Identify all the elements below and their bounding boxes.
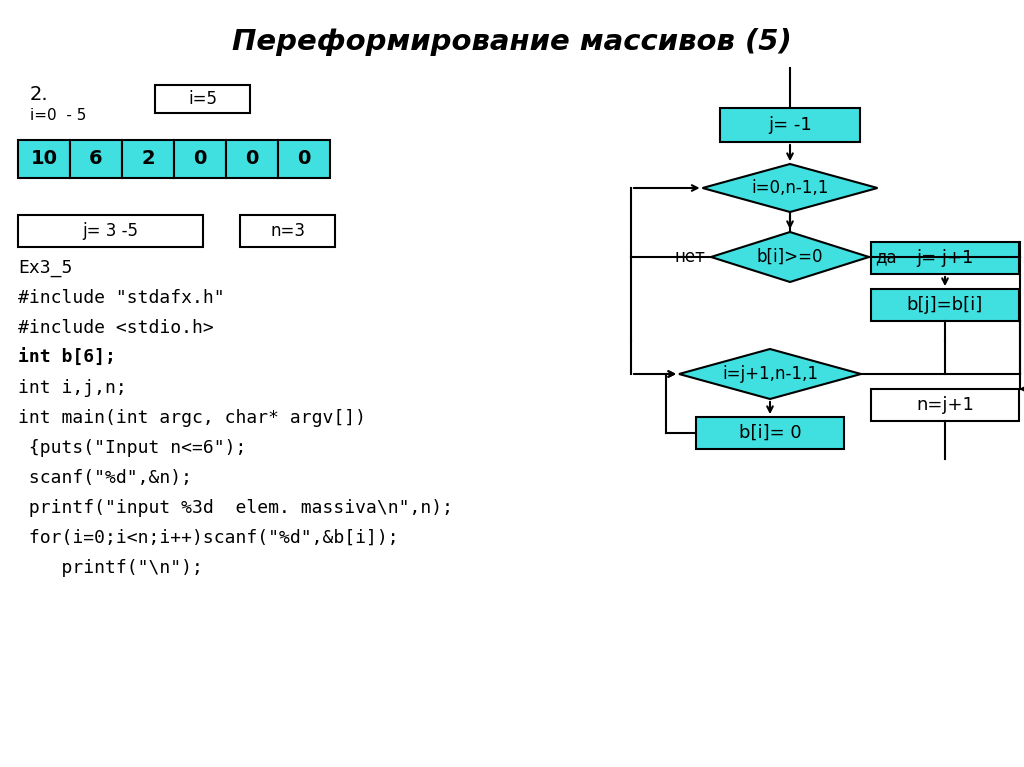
Text: printf("\n");: printf("\n"); xyxy=(18,559,203,577)
Text: 2: 2 xyxy=(141,150,155,169)
Polygon shape xyxy=(679,349,861,399)
Text: i=0  - 5: i=0 - 5 xyxy=(30,107,86,123)
Polygon shape xyxy=(711,232,869,282)
Text: #include "stdafx.h": #include "stdafx.h" xyxy=(18,289,224,307)
Text: 0: 0 xyxy=(194,150,207,169)
Text: 6: 6 xyxy=(89,150,102,169)
FancyBboxPatch shape xyxy=(240,215,335,247)
FancyBboxPatch shape xyxy=(720,108,860,142)
Text: int i,j,n;: int i,j,n; xyxy=(18,379,127,397)
FancyBboxPatch shape xyxy=(278,140,330,178)
FancyBboxPatch shape xyxy=(871,242,1019,274)
Text: b[i]= 0: b[i]= 0 xyxy=(738,424,802,442)
Text: printf("input %3d  elem. massiva\n",n);: printf("input %3d elem. massiva\n",n); xyxy=(18,499,453,517)
FancyBboxPatch shape xyxy=(871,289,1019,321)
Text: 0: 0 xyxy=(246,150,259,169)
FancyBboxPatch shape xyxy=(871,389,1019,421)
Text: int b[6];: int b[6]; xyxy=(18,349,116,367)
Text: i=j+1,n-1,1: i=j+1,n-1,1 xyxy=(722,365,818,383)
Text: 2.: 2. xyxy=(30,85,48,104)
Text: b[i]>=0: b[i]>=0 xyxy=(757,248,823,266)
Text: #include <stdio.h>: #include <stdio.h> xyxy=(18,319,214,337)
Text: i=0,n-1,1: i=0,n-1,1 xyxy=(752,179,828,197)
Text: n=3: n=3 xyxy=(270,222,305,240)
Text: scanf("%d",&n);: scanf("%d",&n); xyxy=(18,469,193,487)
Text: {puts("Input n<=6");: {puts("Input n<=6"); xyxy=(18,439,247,457)
FancyBboxPatch shape xyxy=(174,140,226,178)
Text: Переформирование массивов (5): Переформирование массивов (5) xyxy=(232,28,792,56)
Text: j= j+1: j= j+1 xyxy=(916,249,974,267)
Text: да: да xyxy=(874,248,897,266)
FancyBboxPatch shape xyxy=(122,140,174,178)
Text: int main(int argc, char* argv[]): int main(int argc, char* argv[]) xyxy=(18,409,366,427)
FancyBboxPatch shape xyxy=(155,85,250,113)
FancyBboxPatch shape xyxy=(226,140,278,178)
Text: i=5: i=5 xyxy=(188,90,217,108)
FancyBboxPatch shape xyxy=(18,215,203,247)
Text: нет: нет xyxy=(674,248,705,266)
Text: j= 3 -5: j= 3 -5 xyxy=(83,222,138,240)
Text: Ex3_5: Ex3_5 xyxy=(18,259,73,277)
Text: 0: 0 xyxy=(297,150,310,169)
Text: 10: 10 xyxy=(31,150,57,169)
Text: for(i=0;i<n;i++)scanf("%d",&b[i]);: for(i=0;i<n;i++)scanf("%d",&b[i]); xyxy=(18,529,398,547)
FancyBboxPatch shape xyxy=(18,140,70,178)
FancyBboxPatch shape xyxy=(70,140,122,178)
Text: j= -1: j= -1 xyxy=(768,116,812,134)
FancyBboxPatch shape xyxy=(696,417,844,449)
Polygon shape xyxy=(702,164,878,212)
Text: n=j+1: n=j+1 xyxy=(916,396,974,414)
Text: b[j]=b[i]: b[j]=b[i] xyxy=(907,296,983,314)
